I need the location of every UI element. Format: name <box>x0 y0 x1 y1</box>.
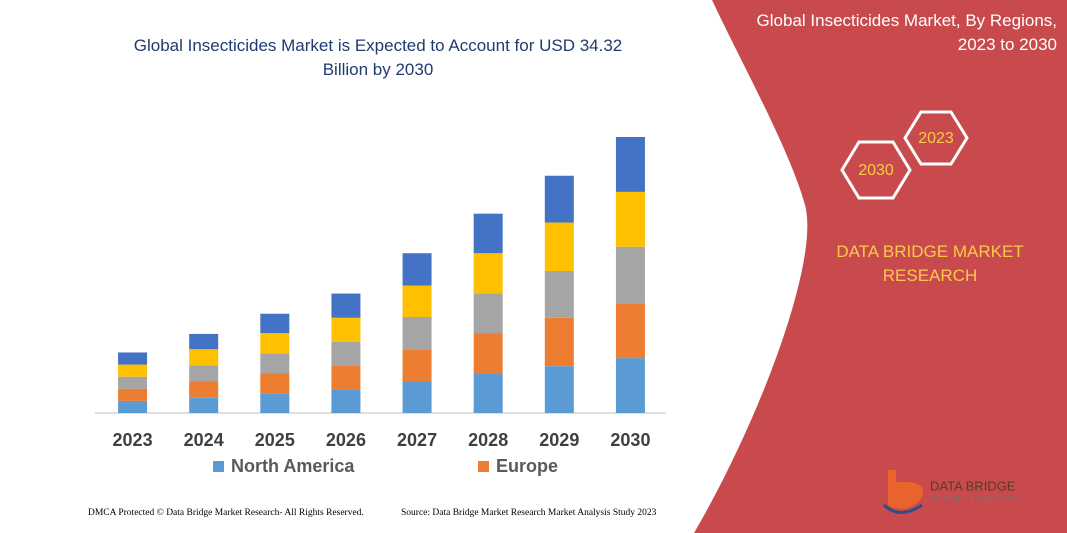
x-tick-label: 2030 <box>610 430 650 450</box>
legend-label: North America <box>231 456 355 476</box>
x-tick-label: 2023 <box>113 430 153 450</box>
legend-label: Europe <box>496 456 558 476</box>
bar-segment <box>473 373 503 413</box>
bar-segment <box>189 381 219 398</box>
bar-segment <box>402 316 432 350</box>
x-tick-label: 2028 <box>468 430 508 450</box>
bar-segment <box>331 293 361 318</box>
legend-swatch <box>478 461 489 472</box>
bar-segment <box>544 317 574 367</box>
bar-segment <box>402 285 432 317</box>
bar-segment <box>402 381 432 413</box>
logo-mark <box>882 503 923 514</box>
bar-segment <box>615 191 645 247</box>
bar-segment <box>260 333 290 354</box>
footer-left: DMCA Protected © Data Bridge Market Rese… <box>88 508 364 518</box>
bar-segment <box>118 400 148 413</box>
bar-segment <box>260 353 290 374</box>
x-tick-label: 2025 <box>255 430 295 450</box>
bar-segment <box>260 313 290 334</box>
logo-name: DATA BRIDGE <box>930 478 1016 493</box>
bar-segment <box>544 270 574 318</box>
x-tick-label: 2027 <box>397 430 437 450</box>
hexagon <box>840 140 912 200</box>
footer-right: Source: Data Bridge Market Research Mark… <box>401 508 657 518</box>
panel-title: Global Insecticides Market, By Regions, … <box>756 11 1057 54</box>
bar-segment <box>473 333 503 374</box>
bar-segment <box>402 349 432 382</box>
bar-segment <box>615 358 645 413</box>
bar-segment <box>544 366 574 413</box>
bar-segment <box>260 393 290 413</box>
bar-segment <box>189 365 219 382</box>
chart-title: Global Insecticides Market is Expected t… <box>133 36 623 79</box>
bar-segment <box>473 213 503 254</box>
brand: DATA BRIDGE MARKET RESEARCH <box>836 242 1024 285</box>
hex-label: 2023 <box>918 130 954 147</box>
bar-segment <box>615 246 645 304</box>
logo-tagline: MARKET RESEARCH <box>930 497 1020 503</box>
bar-segment <box>189 349 219 366</box>
bar-segment <box>331 317 361 342</box>
bar-segment <box>331 365 361 390</box>
side-panel <box>694 0 1067 533</box>
bar-segment <box>331 341 361 366</box>
hexagon <box>903 110 969 166</box>
hex-label: 2030 <box>858 162 894 179</box>
bar-segment <box>118 352 148 365</box>
bar-segment <box>615 137 645 192</box>
bar-segment <box>118 376 148 389</box>
x-tick-label: 2029 <box>539 430 579 450</box>
bar-segment <box>473 253 503 294</box>
bar-segment <box>118 364 148 377</box>
logo-mark <box>888 470 924 509</box>
bar-segment <box>118 388 148 401</box>
bar-segment <box>473 293 503 334</box>
bar-segment <box>260 373 290 394</box>
bar-segment <box>544 175 574 223</box>
bar-segment <box>544 222 574 271</box>
bar-segment <box>331 389 361 413</box>
x-tick-label: 2026 <box>326 430 366 450</box>
bar-segment <box>615 303 645 359</box>
legend-swatch <box>213 461 224 472</box>
x-tick-label: 2024 <box>184 430 224 450</box>
bar-segment <box>189 397 219 413</box>
bar-segment <box>189 333 219 350</box>
bar-segment <box>402 253 432 286</box>
